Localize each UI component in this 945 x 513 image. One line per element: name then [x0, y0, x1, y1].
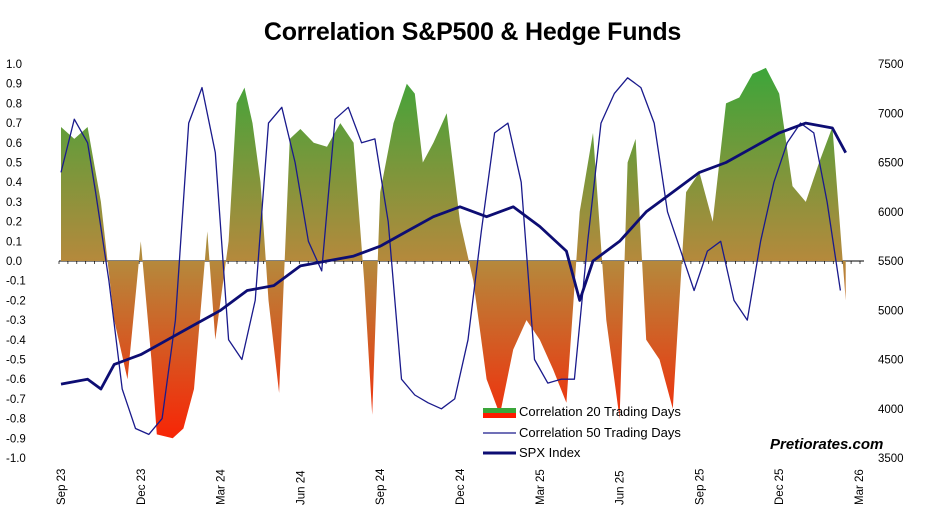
left-y-axis: 1.0 0.9 0.8 0.7 0.6 0.5 0.4 0.3 0.2 0.1 0.0 -0.1 -0.…: [6, 59, 26, 465]
legend: Correlation 20 Trading Days Correlation 5…: [483, 404, 681, 460]
left-tick-label: 1.0: [6, 59, 22, 71]
left-tick-label: 0.7: [6, 118, 22, 130]
right-tick-label: 6000: [878, 207, 904, 219]
corr20-area-positive: [61, 67, 846, 261]
left-tick-label: 0.2: [6, 217, 22, 229]
left-tick-label: 0.4: [6, 177, 23, 189]
corr50-line: [60, 77, 842, 436]
legend-label: Correlation 20 Trading Days: [519, 404, 681, 419]
legend-swatch-corr20: [483, 408, 516, 413]
x-tick-label: Mar 24: [216, 469, 228, 505]
right-tick-label: 3500: [878, 453, 904, 465]
plot-area: [60, 67, 847, 439]
corr20-area-negative: [61, 261, 846, 439]
legend-label: SPX Index: [519, 445, 581, 460]
left-tick-label: -0.9: [6, 433, 26, 445]
left-tick-label: -1.0: [6, 453, 26, 465]
left-tick-label: -0.6: [6, 374, 26, 386]
left-tick-label: -0.5: [6, 355, 26, 367]
legend-swatch-corr20-neg: [483, 413, 516, 418]
x-tick-label: Sep 24: [375, 468, 387, 505]
left-tick-label: 0.1: [6, 236, 22, 248]
x-tick-label: Sep 25: [694, 469, 706, 505]
x-tick-label: Jun 24: [295, 470, 307, 505]
chart-title: Correlation S&P500 & Hedge Funds: [263, 18, 682, 46]
spx-line: [60, 121, 847, 391]
left-tick-label: -0.4: [6, 335, 26, 347]
right-tick-label: 5500: [878, 256, 904, 268]
x-tick-label: Dec 23: [136, 469, 148, 505]
left-tick-label: 0.6: [6, 138, 22, 150]
left-tick-label: 0.8: [6, 98, 22, 110]
left-tick-label: 0.9: [6, 79, 22, 91]
right-tick-label: 4500: [878, 355, 904, 367]
left-tick-label: 0.0: [6, 256, 22, 268]
right-y-axis: 7500 7000 6500 6000 5500 5000 4500 4000 3500: [878, 59, 904, 465]
right-tick-label: 7000: [878, 108, 904, 120]
left-tick-label: -0.7: [6, 394, 26, 406]
left-tick-label: 0.3: [6, 197, 22, 209]
left-tick-label: -0.2: [6, 295, 26, 307]
left-tick-label: -0.1: [6, 276, 26, 288]
x-tick-label: Sep 23: [56, 469, 68, 505]
right-tick-label: 6500: [878, 158, 904, 170]
watermark-text: Pretiorates.com: [770, 436, 883, 453]
right-tick-label: 5000: [878, 305, 904, 317]
right-tick-label: 4000: [878, 404, 904, 416]
x-tick-label: Mar 25: [535, 469, 547, 505]
left-tick-label: -0.8: [6, 414, 26, 426]
left-tick-label: -0.3: [6, 315, 26, 327]
x-tick-label: Dec 25: [774, 469, 786, 505]
x-tick-label: Dec 24: [455, 468, 467, 505]
x-tick-label: Mar 26: [854, 469, 866, 505]
x-tick-label: Jun 25: [615, 470, 627, 505]
left-tick-label: 0.5: [6, 158, 22, 170]
legend-label: Correlation 50 Trading Days: [519, 425, 681, 440]
right-tick-label: 7500: [878, 59, 904, 71]
